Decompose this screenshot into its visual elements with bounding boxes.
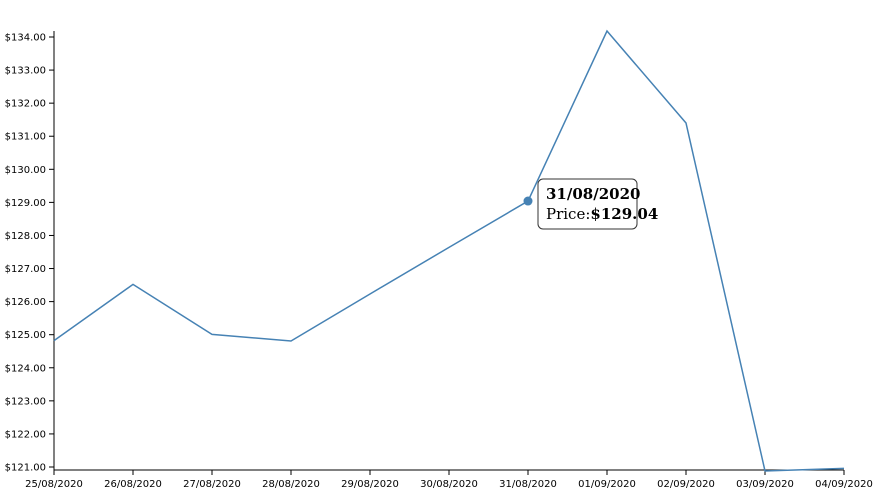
x-tick-label: 26/08/2020 — [104, 479, 162, 490]
tooltip-price-line: Price:$129.04 — [546, 205, 658, 223]
tooltip: 31/08/2020 Price:$129.04 — [537, 178, 658, 230]
x-tick-label: 25/08/2020 — [25, 479, 83, 490]
y-tick-label: $133.00 — [5, 66, 46, 77]
y-tick-label: $127.00 — [5, 264, 46, 275]
x-tick-label: 29/08/2020 — [341, 479, 399, 490]
y-tick-label: $123.00 — [5, 396, 46, 407]
y-tick-label: $130.00 — [5, 165, 46, 176]
y-tick-label: $128.00 — [5, 231, 46, 242]
y-tick-label: $131.00 — [5, 132, 46, 143]
y-tick-label: $134.00 — [5, 33, 46, 44]
x-axis: 25/08/2020 26/08/2020 27/08/2020 28/08/2020… — [25, 469, 873, 490]
series-layer — [53, 29, 845, 472]
tooltip-price-value: $129.04 — [590, 205, 658, 223]
x-tick-label: 01/09/2020 — [578, 479, 636, 490]
price-series-line — [53, 29, 845, 472]
x-tick-label: 03/09/2020 — [736, 479, 794, 490]
y-axis: $121.00 $122.00 $123.00 $124.00 $125.00 $126.… — [5, 31, 55, 474]
y-tick-label: $125.00 — [5, 330, 46, 341]
y-tick-label: $121.00 — [5, 463, 46, 474]
x-tick-label: 31/08/2020 — [499, 479, 557, 490]
x-tick-label: 28/08/2020 — [262, 479, 320, 490]
x-tick-label: 27/08/2020 — [183, 479, 241, 490]
y-tick-label: $126.00 — [5, 297, 46, 308]
hover-layer — [523, 196, 533, 206]
tooltip-box — [537, 178, 638, 230]
y-tick-label: $132.00 — [5, 99, 46, 110]
x-tick-label: 04/09/2020 — [815, 479, 873, 490]
y-tick-label: $129.00 — [5, 198, 46, 209]
y-tick-label: $122.00 — [5, 429, 46, 440]
hover-point[interactable] — [523, 196, 533, 206]
tooltip-date: 31/08/2020 — [546, 185, 640, 203]
x-tick-label: 30/08/2020 — [420, 479, 478, 490]
y-tick-label: $124.00 — [5, 363, 46, 374]
x-tick-label: 02/09/2020 — [657, 479, 715, 490]
tooltip-price-label: Price: — [546, 205, 590, 223]
